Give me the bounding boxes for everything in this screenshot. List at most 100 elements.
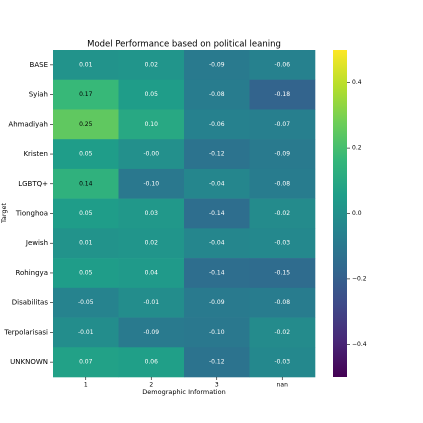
heatmap-cell — [118, 198, 185, 229]
y-tick-label: Ahmadiyah — [8, 120, 48, 128]
heatmap-cell — [184, 228, 250, 259]
colorbar-tick-label: 0.0 — [352, 210, 362, 217]
cell-label: -0.07 — [274, 121, 290, 128]
cell-label: 0.25 — [79, 121, 93, 128]
cell-label: 0.05 — [79, 151, 93, 158]
cell-label: -0.12 — [209, 151, 225, 158]
cell-label: 0.07 — [79, 359, 93, 366]
colorbar-tick-label: −0.4 — [352, 341, 367, 348]
cell-label: -0.08 — [274, 180, 290, 187]
cell-label: -0.04 — [209, 240, 225, 247]
cell-label: 0.01 — [79, 61, 93, 68]
heatmap-cell — [249, 79, 316, 110]
cell-label: 0.05 — [145, 91, 159, 98]
heatmap-cell — [118, 228, 185, 259]
heatmap-cell — [249, 258, 316, 289]
x-tick-label: nan — [277, 382, 288, 389]
cell-label: -0.09 — [209, 61, 225, 68]
cell-label: -0.14 — [209, 269, 225, 276]
heatmap-cell — [249, 109, 316, 140]
y-tick-label: LGBTQ+ — [18, 180, 48, 188]
x-tick-label: 3 — [215, 382, 219, 389]
heatmap-cell — [118, 139, 185, 170]
heatmap-cell — [118, 258, 185, 289]
cell-label: 0.01 — [79, 240, 93, 247]
y-tick-label: Disabilitas — [12, 299, 49, 307]
heatmap-cell — [249, 287, 316, 318]
cell-label: 0.17 — [79, 91, 93, 98]
heatmap-cell — [118, 317, 185, 348]
cell-label: -0.06 — [274, 61, 290, 68]
y-tick-label: Kristen — [23, 150, 48, 158]
y-tick-label: Jewish — [25, 239, 48, 247]
chart-title: Model Performance based on political lea… — [87, 40, 281, 50]
cell-label: 0.02 — [145, 61, 159, 68]
heatmap-cell — [184, 347, 250, 378]
cell-label: 0.05 — [79, 269, 93, 276]
heatmap-cell — [118, 287, 185, 318]
y-axis-label: Target — [0, 202, 8, 224]
cell-label: -0.01 — [143, 299, 159, 306]
cell-label: -0.03 — [274, 359, 290, 366]
y-tick-label: Tionghoa — [15, 210, 48, 218]
cell-label: 0.10 — [145, 121, 159, 128]
cell-label: -0.02 — [274, 210, 290, 217]
cell-label: -0.03 — [274, 240, 290, 247]
heatmap-cell — [53, 347, 119, 378]
x-tick-label: 1 — [84, 382, 88, 389]
cell-label: -0.08 — [209, 91, 225, 98]
cell-label: -0.15 — [274, 269, 290, 276]
heatmap-cell — [249, 347, 316, 378]
heatmap-cell — [184, 79, 250, 110]
heatmap-cell — [53, 198, 119, 229]
cell-label: -0.09 — [209, 299, 225, 306]
cell-label: 0.04 — [145, 269, 159, 276]
heatmap-cell — [249, 50, 316, 81]
cell-label: -0.18 — [274, 91, 290, 98]
cell-label: -0.02 — [274, 329, 290, 336]
y-tick-label: Terpolarisasi — [3, 328, 48, 336]
heatmap-cell — [249, 317, 316, 348]
cell-label: 0.02 — [145, 240, 159, 247]
heatmap-cell — [53, 109, 119, 140]
cell-label: -0.12 — [209, 359, 225, 366]
colorbar — [333, 50, 347, 377]
cell-label: -0.01 — [78, 329, 94, 336]
heatmap-cell — [184, 109, 250, 140]
cell-label: -0.04 — [209, 180, 225, 187]
heatmap-cell — [118, 109, 185, 140]
cell-label: 0.03 — [145, 210, 159, 217]
colorbar-tick-label: 0.4 — [352, 79, 362, 86]
heatmap-cell — [184, 258, 250, 289]
heatmap-cell — [249, 228, 316, 259]
heatmap-cell — [118, 50, 185, 81]
heatmap-cell — [53, 50, 119, 81]
colorbar-tick-label: 0.2 — [352, 145, 362, 152]
heatmap-cell — [53, 258, 119, 289]
heatmap-cell — [53, 139, 119, 170]
cell-label: -0.09 — [274, 151, 290, 158]
cell-label: 0.06 — [145, 359, 159, 366]
y-tick-label: Rohingya — [15, 269, 48, 277]
heatmap-cell — [184, 168, 250, 199]
heatmap-cell — [118, 168, 185, 199]
heatmap-cell — [53, 79, 119, 110]
heatmap-cell — [184, 139, 250, 170]
heatmap-cell — [53, 287, 119, 318]
heatmap-cell — [53, 317, 119, 348]
heatmap-cell — [184, 50, 250, 81]
cell-label: 0.05 — [79, 210, 93, 217]
cell-label: 0.14 — [79, 180, 93, 187]
y-tick-label: Syiah — [29, 91, 48, 99]
y-tick-label: UNKNOWN — [10, 358, 48, 366]
heatmap-cell — [249, 168, 316, 199]
cell-label: -0.10 — [143, 180, 159, 187]
cell-label: -0.00 — [143, 151, 159, 158]
x-tick-label: 2 — [149, 382, 153, 389]
heatmap-cell — [184, 198, 250, 229]
colorbar-tick-label: −0.2 — [352, 275, 367, 282]
cell-label: -0.05 — [78, 299, 94, 306]
cell-label: -0.06 — [209, 121, 225, 128]
heatmap-cell — [249, 139, 316, 170]
